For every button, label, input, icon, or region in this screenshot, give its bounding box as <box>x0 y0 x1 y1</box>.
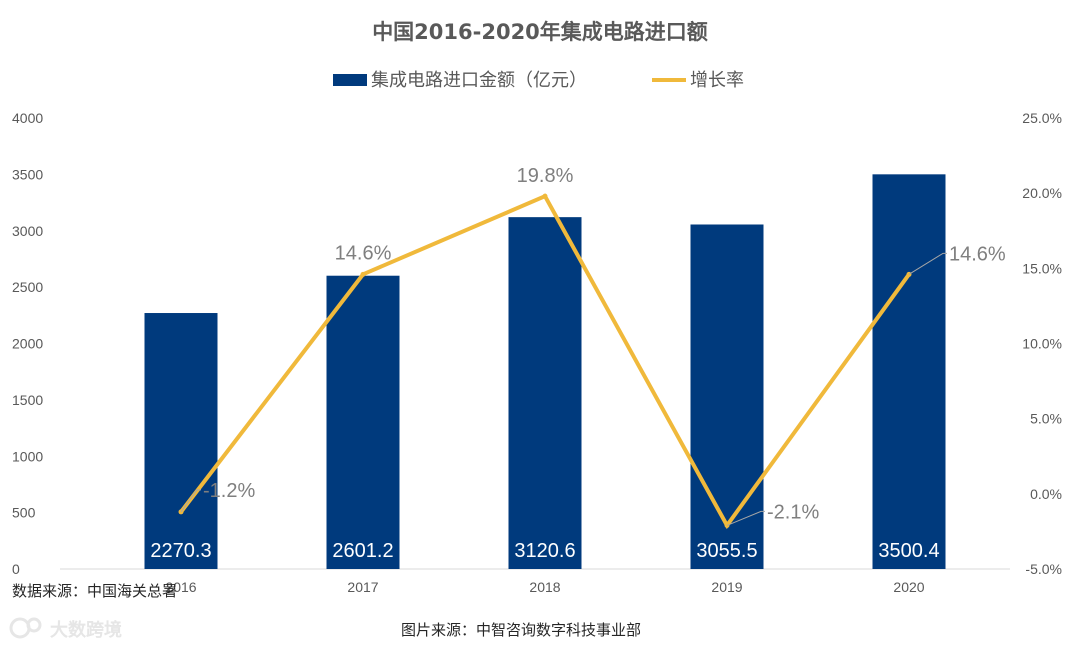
legend-bar-swatch <box>333 74 367 86</box>
x-tick-label: 2016 <box>165 579 196 595</box>
x-axis: 2016 2017 2018 2019 2020 <box>165 579 924 595</box>
bar <box>690 224 764 569</box>
growth-series: -1.2% 14.6% 19.8% -2.1% 14.6% <box>178 165 1006 530</box>
left-tick-label: 4000 <box>12 110 43 126</box>
bar <box>144 313 218 569</box>
growth-value-label: 14.6% <box>335 242 392 264</box>
bar <box>508 217 582 569</box>
bar-value-label: 3055.5 <box>696 540 757 562</box>
image-source-note: 图片来源：中智咨询数字科技事业部 <box>401 621 641 639</box>
x-tick-label: 2018 <box>529 579 560 595</box>
legend-line-label: 增长率 <box>690 70 744 91</box>
right-tick-label: 15.0% <box>1022 260 1062 276</box>
watermark: 大数跨境 <box>9 617 122 641</box>
left-tick-label: 3000 <box>12 223 43 239</box>
x-tick-label: 2020 <box>893 579 924 595</box>
growth-label-leader <box>180 489 201 513</box>
bar-value-label: 2270.3 <box>150 540 211 562</box>
bar-value-label: 3120.6 <box>514 540 575 562</box>
legend: 集成电路进口金额（亿元） 增长率 <box>333 70 744 91</box>
right-axis: -5.0% 0.0% 5.0% 10.0% 15.0% 20.0% 25.0% <box>1022 110 1062 577</box>
growth-value-label: -2.1% <box>767 501 819 523</box>
right-tick-label: 10.0% <box>1022 336 1062 352</box>
left-tick-label: 2000 <box>12 336 43 352</box>
x-tick-label: 2019 <box>711 579 742 595</box>
watermark-logo-icon <box>9 617 31 639</box>
growth-label-leader <box>908 252 947 275</box>
bar-series: 2270.3 2601.2 3120.6 3055.5 3500.4 <box>144 174 946 569</box>
left-tick-label: 0 <box>12 561 20 577</box>
left-tick-label: 1500 <box>12 392 43 408</box>
growth-value-label: 14.6% <box>949 243 1006 265</box>
bar-value-label: 2601.2 <box>332 540 393 562</box>
right-tick-label: 20.0% <box>1022 185 1062 201</box>
watermark-text: 大数跨境 <box>50 619 122 641</box>
growth-point <box>542 193 548 199</box>
left-tick-label: 3500 <box>12 166 43 182</box>
x-tick-label: 2017 <box>347 579 378 595</box>
growth-value-label: -1.2% <box>203 480 255 502</box>
right-tick-label: 0.0% <box>1030 486 1062 502</box>
left-tick-label: 1000 <box>12 448 43 464</box>
bar <box>326 275 400 569</box>
growth-point <box>360 271 366 277</box>
right-tick-label: 25.0% <box>1022 110 1062 126</box>
chart-title: 中国2016-2020年集成电路进口额 <box>372 20 708 44</box>
left-tick-label: 500 <box>12 505 36 521</box>
growth-label-leader <box>726 510 765 526</box>
left-tick-label: 2500 <box>12 279 43 295</box>
growth-value-label: 19.8% <box>517 165 574 187</box>
bar <box>872 174 946 569</box>
right-tick-label: 5.0% <box>1030 411 1062 427</box>
legend-bar-label: 集成电路进口金额（亿元） <box>371 70 587 91</box>
right-tick-label: -5.0% <box>1025 561 1062 577</box>
watermark-logo-dot-icon <box>26 617 42 633</box>
left-axis: 0 500 1000 1500 2000 2500 3000 3500 4000 <box>12 110 43 577</box>
bar-value-label: 3500.4 <box>878 540 939 562</box>
data-source-note: 数据来源：中国海关总署 <box>12 582 177 600</box>
